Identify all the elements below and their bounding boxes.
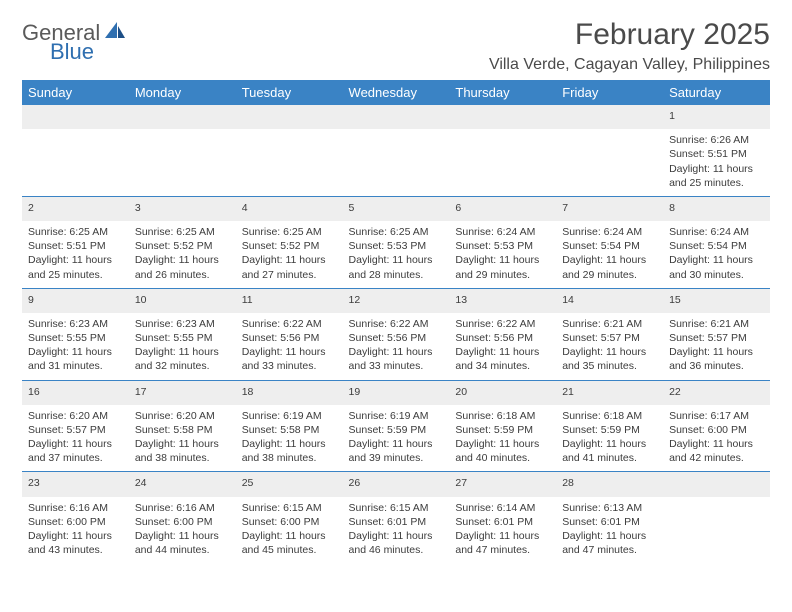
day-details-cell: Sunrise: 6:13 AMSunset: 6:01 PMDaylight:… [556,497,663,564]
weekday-heading: Thursday [449,80,556,105]
day-number-cell [343,105,450,129]
day-number-cell: 20 [449,380,556,405]
day-details-cell: Sunrise: 6:24 AMSunset: 5:54 PMDaylight:… [663,221,770,288]
day-details-cell: Sunrise: 6:14 AMSunset: 6:01 PMDaylight:… [449,497,556,564]
day-details-cell: Sunrise: 6:22 AMSunset: 5:56 PMDaylight:… [449,313,556,380]
day-details-cell: Sunrise: 6:19 AMSunset: 5:58 PMDaylight:… [236,405,343,472]
weekday-header: SundayMondayTuesdayWednesdayThursdayFrid… [22,80,770,105]
day-number-cell: 10 [129,288,236,313]
day-details-cell [556,129,663,196]
day-details-cell: Sunrise: 6:16 AMSunset: 6:00 PMDaylight:… [22,497,129,564]
day-details-row: Sunrise: 6:23 AMSunset: 5:55 PMDaylight:… [22,313,770,380]
weekday-heading: Wednesday [343,80,450,105]
day-number-cell: 17 [129,380,236,405]
day-number-cell: 2 [22,196,129,221]
day-details-cell [236,129,343,196]
location-text: Villa Verde, Cagayan Valley, Philippines [489,56,770,74]
day-details-cell: Sunrise: 6:18 AMSunset: 5:59 PMDaylight:… [449,405,556,472]
day-details-cell: Sunrise: 6:21 AMSunset: 5:57 PMDaylight:… [663,313,770,380]
day-number-cell: 16 [22,380,129,405]
day-details-cell: Sunrise: 6:17 AMSunset: 6:00 PMDaylight:… [663,405,770,472]
day-number-cell: 25 [236,472,343,497]
day-details-cell: Sunrise: 6:15 AMSunset: 6:00 PMDaylight:… [236,497,343,564]
day-number-cell: 6 [449,196,556,221]
day-number-cell [663,472,770,497]
day-details-cell [129,129,236,196]
day-details-cell: Sunrise: 6:21 AMSunset: 5:57 PMDaylight:… [556,313,663,380]
day-number-cell: 22 [663,380,770,405]
day-details-cell: Sunrise: 6:15 AMSunset: 6:01 PMDaylight:… [343,497,450,564]
day-details-row: Sunrise: 6:26 AMSunset: 5:51 PMDaylight:… [22,129,770,196]
calendar-table: SundayMondayTuesdayWednesdayThursdayFrid… [22,80,770,563]
brand-text-2: Blue [50,41,127,63]
day-number-cell: 15 [663,288,770,313]
day-number-row: 2345678 [22,196,770,221]
day-details-cell: Sunrise: 6:23 AMSunset: 5:55 PMDaylight:… [22,313,129,380]
day-details-cell: Sunrise: 6:22 AMSunset: 5:56 PMDaylight:… [343,313,450,380]
day-details-cell: Sunrise: 6:20 AMSunset: 5:58 PMDaylight:… [129,405,236,472]
day-number-cell: 28 [556,472,663,497]
day-details-cell: Sunrise: 6:16 AMSunset: 6:00 PMDaylight:… [129,497,236,564]
calendar-page: General Blue February 2025 Villa Verde, … [0,0,792,573]
weekday-heading: Tuesday [236,80,343,105]
day-details-cell: Sunrise: 6:24 AMSunset: 5:54 PMDaylight:… [556,221,663,288]
day-details-cell: Sunrise: 6:24 AMSunset: 5:53 PMDaylight:… [449,221,556,288]
day-details-cell: Sunrise: 6:19 AMSunset: 5:59 PMDaylight:… [343,405,450,472]
day-number-cell: 4 [236,196,343,221]
brand-logo: General Blue [22,18,127,63]
day-details-cell: Sunrise: 6:20 AMSunset: 5:57 PMDaylight:… [22,405,129,472]
day-details-cell: Sunrise: 6:18 AMSunset: 5:59 PMDaylight:… [556,405,663,472]
day-details-cell: Sunrise: 6:23 AMSunset: 5:55 PMDaylight:… [129,313,236,380]
day-number-cell [449,105,556,129]
day-number-cell [236,105,343,129]
day-number-cell: 14 [556,288,663,313]
day-details-cell: Sunrise: 6:26 AMSunset: 5:51 PMDaylight:… [663,129,770,196]
weekday-heading: Friday [556,80,663,105]
day-number-cell [22,105,129,129]
day-number-cell: 24 [129,472,236,497]
day-number-cell: 18 [236,380,343,405]
day-number-cell: 11 [236,288,343,313]
day-details-cell: Sunrise: 6:25 AMSunset: 5:52 PMDaylight:… [129,221,236,288]
day-details-cell: Sunrise: 6:25 AMSunset: 5:51 PMDaylight:… [22,221,129,288]
day-number-row: 9101112131415 [22,288,770,313]
day-details-cell [343,129,450,196]
day-number-cell: 9 [22,288,129,313]
day-details-cell: Sunrise: 6:25 AMSunset: 5:53 PMDaylight:… [343,221,450,288]
day-number-row: 232425262728 [22,472,770,497]
day-number-cell: 13 [449,288,556,313]
month-title: February 2025 [489,18,770,52]
day-number-cell: 3 [129,196,236,221]
header: General Blue February 2025 Villa Verde, … [22,18,770,74]
day-number-cell: 26 [343,472,450,497]
day-number-cell: 23 [22,472,129,497]
day-details-row: Sunrise: 6:25 AMSunset: 5:51 PMDaylight:… [22,221,770,288]
weekday-heading: Saturday [663,80,770,105]
day-number-row: 16171819202122 [22,380,770,405]
day-number-cell: 27 [449,472,556,497]
day-details-cell [663,497,770,564]
weekday-heading: Sunday [22,80,129,105]
title-block: February 2025 Villa Verde, Cagayan Valle… [489,18,770,74]
day-details-cell: Sunrise: 6:25 AMSunset: 5:52 PMDaylight:… [236,221,343,288]
day-number-row: 1 [22,105,770,129]
day-number-cell [556,105,663,129]
day-details-cell: Sunrise: 6:22 AMSunset: 5:56 PMDaylight:… [236,313,343,380]
day-number-cell: 19 [343,380,450,405]
day-number-cell: 1 [663,105,770,129]
day-number-cell: 5 [343,196,450,221]
day-number-cell: 21 [556,380,663,405]
day-details-cell [449,129,556,196]
day-details-row: Sunrise: 6:16 AMSunset: 6:00 PMDaylight:… [22,497,770,564]
weekday-heading: Monday [129,80,236,105]
day-number-cell [129,105,236,129]
day-details-row: Sunrise: 6:20 AMSunset: 5:57 PMDaylight:… [22,405,770,472]
day-number-cell: 12 [343,288,450,313]
day-number-cell: 7 [556,196,663,221]
day-details-cell [22,129,129,196]
day-number-cell: 8 [663,196,770,221]
